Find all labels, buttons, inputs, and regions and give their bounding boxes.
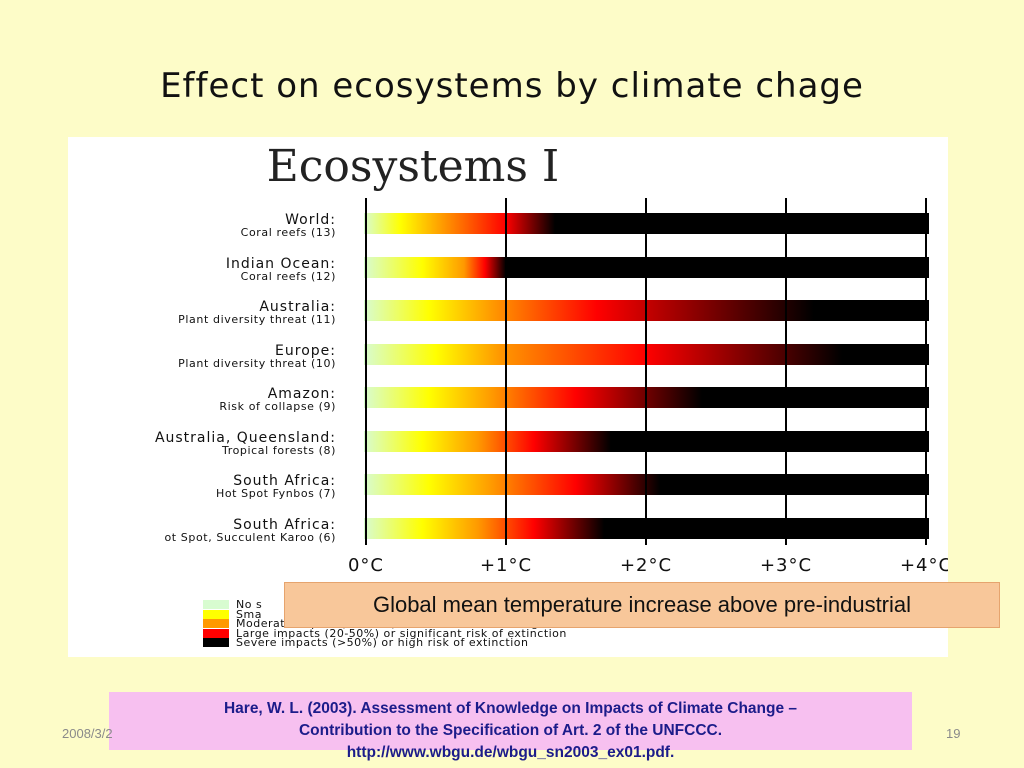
row-label: Amazon: <box>267 386 336 402</box>
row-sublabel: Coral reefs (13) <box>240 226 336 239</box>
row-sublabel: Plant diversity threat (10) <box>178 356 336 370</box>
legend-swatch <box>203 628 229 638</box>
x-tick-label: +1°C <box>479 555 533 576</box>
citation-box: Hare, W. L. (2003). Assessment of Knowle… <box>109 692 912 761</box>
gridline <box>505 198 507 545</box>
gridline <box>365 198 367 545</box>
row-sublabel: Risk of collapse (9) <box>219 400 336 413</box>
x-tick-label: +2°C <box>619 555 673 576</box>
row-label: Australia, Queensland: <box>154 429 336 446</box>
legend-label: Severe impacts (>50%) or high risk of ex… <box>236 636 529 649</box>
slide-page-number: 19 <box>946 726 961 741</box>
legend-label: No s <box>236 598 263 611</box>
row-label: Australia: <box>259 299 336 315</box>
ecosystems-chart: Ecosystems I World: Coral reefs (13) India… <box>68 137 948 657</box>
row-label: South Africa: <box>233 516 336 533</box>
x-axis-label-box: Global mean temperature increase above p… <box>284 582 1000 628</box>
row-sublabel: Hot Spot Fynbos (7) <box>215 487 336 500</box>
citation-line-2: Contribution to the Specification of Art… <box>298 722 723 739</box>
row-label: World: <box>285 212 336 228</box>
x-tick-label: +3°C <box>759 555 813 576</box>
citation-line-1: Hare, W. L. (2003). Assessment of Knowle… <box>223 700 798 717</box>
x-tick-label: 0°C <box>347 555 385 576</box>
legend-swatch <box>203 619 229 628</box>
x-tick-label: +4°C <box>899 555 948 576</box>
slide-title: Effect on ecosystems by climate chage <box>160 66 864 106</box>
gridline <box>925 198 927 545</box>
legend-swatch <box>203 609 229 619</box>
row-label: Indian Ocean: <box>225 255 336 272</box>
gridline <box>645 198 647 545</box>
legend-label: Large impacts (20-50%) or significant ri… <box>236 626 567 640</box>
legend-swatch <box>203 638 229 647</box>
chart-title: Ecosystems I <box>266 141 560 192</box>
row-sublabel: Coral reefs (12) <box>240 269 336 283</box>
legend-label: Sma <box>236 607 262 621</box>
citation-line-3: http://www.wbgu.de/wbgu_sn2003_ex01.pdf. <box>346 744 675 761</box>
row-label: Europe: <box>275 342 336 359</box>
slide-date: 2008/3/2 <box>62 726 113 741</box>
row-sublabel: Plant diversity threat (11) <box>178 313 336 326</box>
gridline <box>785 198 787 545</box>
row-sublabel: ot Spot, Succulent Karoo (6) <box>164 530 336 544</box>
legend-swatch <box>203 600 229 609</box>
row-label: South Africa: <box>233 473 336 489</box>
row-sublabel: Tropical forests (8) <box>222 443 336 457</box>
